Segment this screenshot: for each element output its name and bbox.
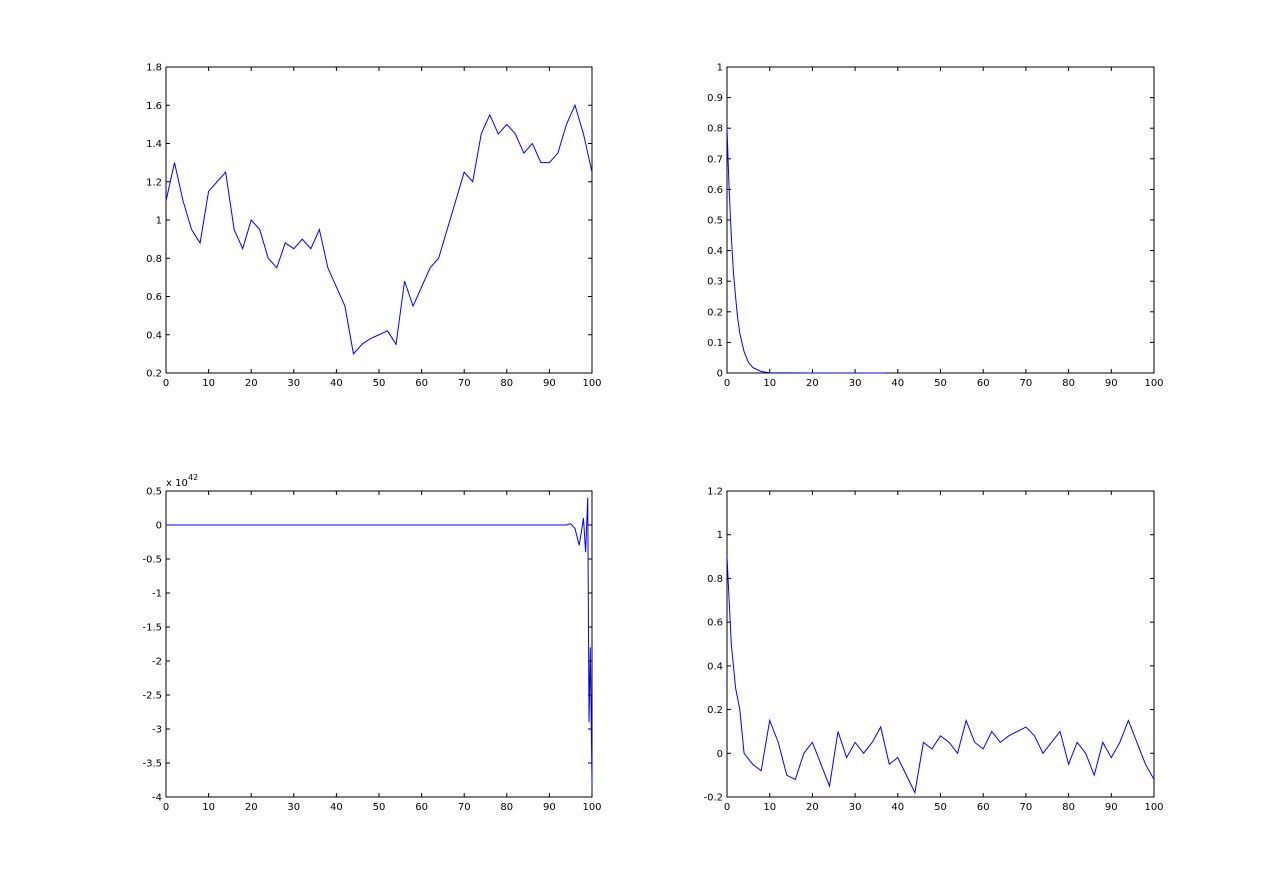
x-tick-label: 60 [977, 802, 990, 813]
x-tick-label: 30 [849, 802, 862, 813]
x-tick-label: 80 [1062, 378, 1075, 389]
y-tick-label: 0.5 [146, 487, 162, 498]
data-line [726, 128, 885, 374]
y-tick-label: 0.2 [146, 369, 162, 380]
x-tick-label: 10 [763, 378, 776, 389]
y-tick-label: 1.8 [146, 63, 162, 74]
y-tick-label: -1 [152, 589, 162, 600]
x-tick-label: 20 [245, 378, 258, 389]
x-tick-label: 40 [330, 802, 343, 813]
x-tick-label: 60 [415, 802, 428, 813]
x-tick-label: 50 [373, 378, 386, 389]
y-tick-label: 0 [156, 521, 162, 532]
y-tick-label: 0.3 [707, 277, 723, 288]
x-tick-label: 70 [458, 378, 471, 389]
x-tick-label: 90 [1105, 378, 1118, 389]
x-tick-label: 30 [287, 378, 300, 389]
x-tick-label: 0 [724, 378, 730, 389]
y-tick-label: 0.5 [707, 216, 723, 227]
data-line [165, 103, 593, 355]
y-tick-label: 0.4 [707, 661, 723, 672]
x-tick-label: 90 [543, 378, 556, 389]
x-tick-label: 30 [849, 378, 862, 389]
x-tick-label: 20 [245, 802, 258, 813]
y-tick-label: 1 [717, 63, 723, 74]
y-tick-label: 0 [717, 749, 723, 760]
x-tick-label: 50 [373, 802, 386, 813]
x-tick-label: 20 [806, 802, 819, 813]
y-tick-label: 0.4 [146, 330, 162, 341]
x-tick-label: 10 [202, 802, 215, 813]
x-tick-label: 80 [1062, 802, 1075, 813]
x-tick-label: 100 [1144, 802, 1163, 813]
y-tick-label: 0.9 [707, 93, 723, 104]
x-tick-label: 10 [763, 802, 776, 813]
y-tick-label: 0 [717, 369, 723, 380]
x-tick-label: 60 [415, 378, 428, 389]
x-tick-label: 0 [163, 802, 169, 813]
y-tick-label: 0.8 [146, 254, 162, 265]
x-tick-label: 50 [934, 378, 947, 389]
x-tick-label: 80 [500, 802, 513, 813]
data-line [726, 556, 1155, 795]
x-tick-label: 80 [500, 378, 513, 389]
x-tick-label: 100 [1144, 378, 1163, 389]
y-tick-label: 0.6 [146, 292, 162, 303]
y-tick-label: 1.4 [146, 139, 162, 150]
y-tick-label: 0.1 [707, 338, 723, 349]
axes-box [726, 490, 1155, 798]
y-tick-label: -0.2 [703, 793, 723, 804]
x-tick-label: 100 [582, 378, 601, 389]
x-tick-label: 90 [1105, 802, 1118, 813]
y-tick-label: -2 [152, 657, 162, 668]
y-tick-label: 1.2 [146, 177, 162, 188]
x-tick-label: 20 [806, 378, 819, 389]
x-tick-label: 60 [977, 378, 990, 389]
y-scale-exponent: 42 [188, 473, 198, 482]
y-tick-label: 0.6 [707, 185, 723, 196]
y-tick-label: 0.7 [707, 154, 723, 165]
y-tick-label: 0.8 [707, 574, 723, 585]
y-tick-label: 0.8 [707, 124, 723, 135]
y-tick-label: 1.2 [707, 487, 723, 498]
axes-box [165, 66, 593, 374]
data-line [166, 497, 593, 784]
x-tick-label: 10 [202, 378, 215, 389]
y-tick-label: -1.5 [142, 623, 162, 634]
x-tick-label: 0 [163, 378, 169, 389]
y-tick-label: 1 [717, 530, 723, 541]
x-tick-label: 100 [582, 802, 601, 813]
x-tick-label: 70 [1020, 378, 1033, 389]
y-tick-label: 0.6 [707, 618, 723, 629]
axes-box [165, 490, 593, 798]
x-tick-label: 40 [891, 802, 904, 813]
x-tick-label: 0 [724, 802, 730, 813]
y-tick-label: -0.5 [142, 555, 162, 566]
x-tick-label: 40 [330, 378, 343, 389]
y-scale-base: x 10 [166, 478, 188, 489]
y-tick-label: 1.6 [146, 101, 162, 112]
x-tick-label: 50 [934, 802, 947, 813]
y-tick-label: 1 [156, 216, 162, 227]
x-tick-label: 40 [891, 378, 904, 389]
y-tick-label: -3.5 [142, 759, 162, 770]
y-tick-label: -4 [152, 793, 162, 804]
x-tick-label: 30 [287, 802, 300, 813]
y-tick-label: 0.4 [707, 246, 723, 257]
x-tick-label: 70 [458, 802, 471, 813]
x-tick-label: 70 [1020, 802, 1033, 813]
axes-box [726, 66, 1155, 374]
x-tick-label: 90 [543, 802, 556, 813]
y-tick-label: 0.2 [707, 307, 723, 318]
y-tick-label: -3 [152, 725, 162, 736]
y-tick-label: 0.2 [707, 705, 723, 716]
y-tick-label: -2.5 [142, 691, 162, 702]
